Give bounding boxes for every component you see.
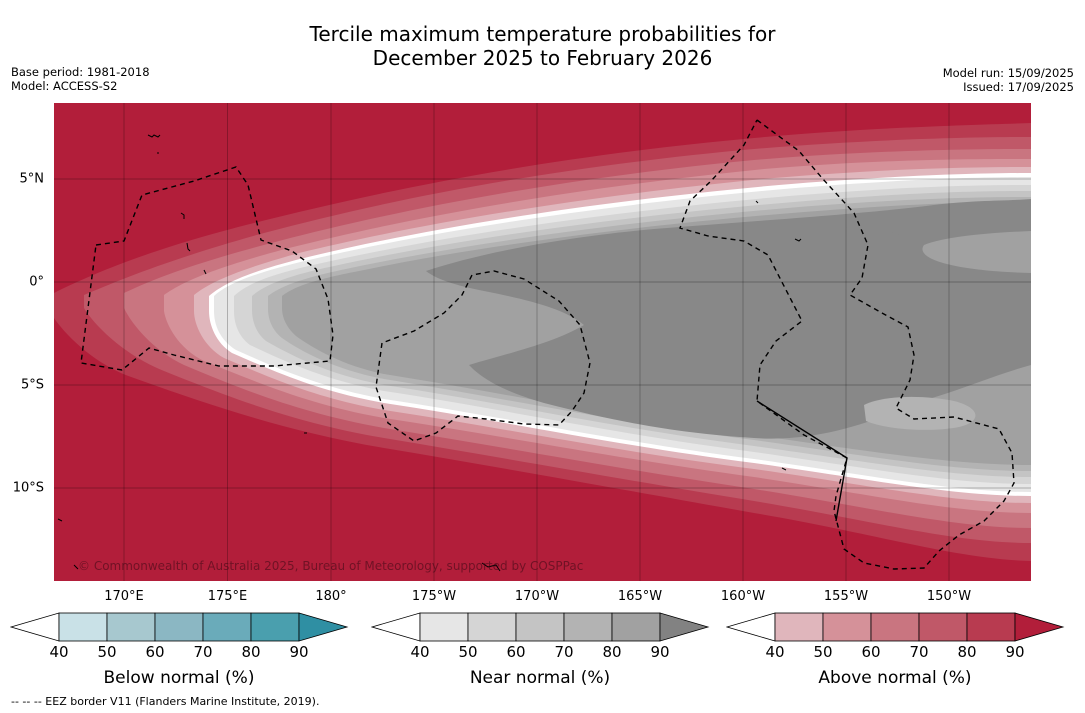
island xyxy=(781,467,787,471)
band-near-70-spot xyxy=(864,396,976,430)
cb-near-title: Near normal (%) xyxy=(469,668,611,688)
lon-label-175w: 175°W xyxy=(411,589,457,604)
lon-label-155w: 155°W xyxy=(823,589,869,604)
title-line-2: December 2025 to February 2026 xyxy=(372,46,713,70)
islands xyxy=(57,134,802,572)
island xyxy=(180,212,185,219)
cb-above-tick: 50 xyxy=(813,643,833,661)
cb-below-tick: 50 xyxy=(97,643,117,661)
island xyxy=(57,518,63,522)
eez-border-west xyxy=(80,166,334,371)
lon-label-160w: 160°W xyxy=(720,589,766,604)
cb-near-bin xyxy=(467,612,517,642)
cb-near-tick: 90 xyxy=(650,643,670,661)
lat-label-10s: 10°S xyxy=(12,480,44,496)
lon-label-175e: 175°E xyxy=(207,589,248,604)
cb-below-tick: 40 xyxy=(49,643,69,661)
probability-map: © Commonwealth of Australia 2025, Bureau… xyxy=(54,103,1031,581)
cb-above-arrow-low xyxy=(726,612,776,642)
model-name: Model: ACCESS-S2 xyxy=(11,79,118,93)
cb-above-bin xyxy=(870,612,920,642)
lon-label-170w: 170°W xyxy=(514,589,560,604)
cb-above-bin xyxy=(774,612,824,642)
maritime-boundary xyxy=(756,400,848,522)
cb-above-title: Above normal (%) xyxy=(818,668,972,688)
band-near-90-patch xyxy=(712,227,918,291)
lon-label-170e: 170°E xyxy=(104,589,144,604)
cb-below-bin xyxy=(250,612,300,642)
colorbar-above-normal xyxy=(726,612,1065,642)
model-run: Model run: 15/09/2025 xyxy=(942,66,1074,80)
island xyxy=(186,242,191,252)
issued-date: Issued: 17/09/2025 xyxy=(963,80,1074,94)
island xyxy=(73,564,79,570)
cb-below-bin xyxy=(58,612,108,642)
chart-title: Tercile maximum temperature probabilitie… xyxy=(0,22,1085,70)
cb-near-tick: 60 xyxy=(506,643,526,661)
cb-below-tick: 60 xyxy=(145,643,165,661)
eez-border-central xyxy=(375,270,591,442)
island xyxy=(794,238,802,242)
lon-label-180: 180° xyxy=(315,589,347,604)
lat-label-5s: 5°S xyxy=(20,377,44,393)
cb-below-tick: 80 xyxy=(241,643,261,661)
meta-right: Model run: 15/09/2025 Issued: 17/09/2025 xyxy=(943,66,1074,94)
cb-near-arrow-high xyxy=(659,612,710,642)
cb-above-tick: 90 xyxy=(1005,643,1025,661)
colorbar-near-normal xyxy=(371,612,710,642)
cb-near-bin xyxy=(515,612,565,642)
cb-near-tick: 80 xyxy=(602,643,622,661)
copyright-notice: © Commonwealth of Australia 2025, Bureau… xyxy=(78,559,583,573)
cb-near-tick: 40 xyxy=(410,643,430,661)
cb-above-tick: 80 xyxy=(957,643,977,661)
lon-label-165w: 165°W xyxy=(617,589,663,604)
base-period: Base period: 1981-2018 xyxy=(11,65,150,79)
cb-near-arrow-low xyxy=(371,612,421,642)
cb-above-tick: 40 xyxy=(765,643,785,661)
eez-footnote: -- -- -- EEZ border V11 (Flanders Marine… xyxy=(11,695,320,708)
cb-near-tick: 50 xyxy=(458,643,478,661)
graticule xyxy=(54,103,1031,581)
cb-above-bin xyxy=(918,612,968,642)
cb-above-bin xyxy=(966,612,1016,642)
lat-label-0: 0° xyxy=(29,274,44,290)
cb-near-tick: 70 xyxy=(554,643,574,661)
meta-left: Base period: 1981-2018 Model: ACCESS-S2 xyxy=(11,65,150,93)
cb-below-tick: 90 xyxy=(289,643,309,661)
cb-above-bin xyxy=(822,612,872,642)
island xyxy=(147,134,161,138)
cb-above-arrow-high xyxy=(1014,612,1065,642)
cb-above-tick: 70 xyxy=(909,643,929,661)
colorbar-below-normal xyxy=(10,612,349,642)
cb-near-bin xyxy=(611,612,661,642)
cb-above-tick: 60 xyxy=(861,643,881,661)
cb-below-arrow-high xyxy=(298,612,349,642)
cb-below-bin xyxy=(154,612,204,642)
cb-below-bin xyxy=(202,612,252,642)
lon-label-150w: 150°W xyxy=(926,589,972,604)
island xyxy=(203,269,207,275)
cb-near-bin xyxy=(563,612,613,642)
island xyxy=(755,200,759,204)
cb-below-tick: 70 xyxy=(193,643,213,661)
cb-below-arrow-low xyxy=(10,612,60,642)
island xyxy=(481,562,501,572)
cb-below-title: Below normal (%) xyxy=(103,668,255,688)
cb-below-bin xyxy=(106,612,156,642)
lat-label-5n: 5°N xyxy=(19,171,45,187)
title-line-1: Tercile maximum temperature probabilitie… xyxy=(309,22,776,46)
cb-near-bin xyxy=(419,612,469,642)
eez-borders xyxy=(80,119,1015,570)
